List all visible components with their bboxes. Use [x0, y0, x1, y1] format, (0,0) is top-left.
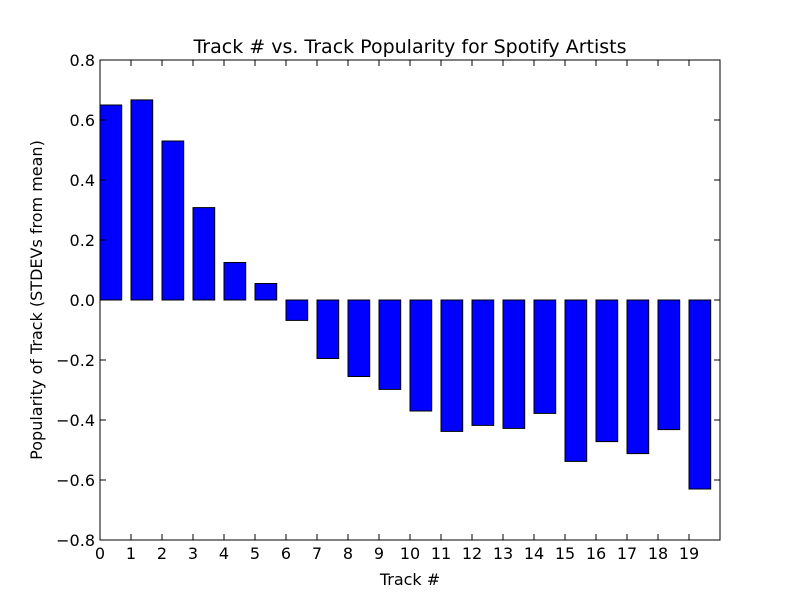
- bar-track-1: [130, 99, 154, 301]
- y-tick-label: 0.2: [70, 231, 95, 250]
- y-tick-label: 0.6: [70, 111, 95, 130]
- x-tick-label: 8: [343, 544, 353, 563]
- y-axis-label: Popularity of Track (STDEVs from mean): [27, 140, 46, 460]
- bar-track-0: [99, 104, 123, 301]
- bar-track-15: [564, 299, 588, 462]
- x-tick-label: 12: [462, 544, 482, 563]
- bar-track-5: [254, 283, 278, 301]
- x-tick-label: 11: [431, 544, 451, 563]
- bar-track-13: [502, 299, 526, 429]
- x-tick-label: 1: [126, 544, 136, 563]
- x-axis-label: Track #: [379, 570, 440, 589]
- y-tick-label: −0.2: [56, 351, 95, 370]
- x-tick-label: 13: [493, 544, 513, 563]
- bar-track-19: [688, 299, 712, 490]
- y-tick-label: −0.8: [56, 531, 95, 550]
- x-tick-label: 5: [250, 544, 260, 563]
- x-tick-label: 4: [219, 544, 229, 563]
- bar-track-8: [347, 299, 371, 377]
- x-tick-label: 14: [524, 544, 544, 563]
- bar-track-18: [657, 299, 681, 431]
- y-tick-label: 0.8: [70, 51, 95, 70]
- x-tick-label: 0: [95, 544, 105, 563]
- bar-track-3: [192, 207, 216, 301]
- x-tick-label: 18: [648, 544, 668, 563]
- bar-track-4: [223, 262, 247, 301]
- x-axis-ticks: 0 1 2 3 4 5 6 7 8 9 10 11 12 13 14 15 16 17 18 19: [95, 60, 699, 563]
- x-tick-label: 10: [400, 544, 420, 563]
- x-tick-label: 2: [157, 544, 167, 563]
- y-tick-label: −0.6: [56, 471, 95, 490]
- bar-track-10: [409, 299, 433, 412]
- bar-track-16: [595, 299, 619, 443]
- x-tick-label: 15: [555, 544, 575, 563]
- bar-track-6: [285, 299, 309, 321]
- bar-track-2: [161, 140, 185, 301]
- chart-title: Track # vs. Track Popularity for Spotify…: [192, 36, 626, 58]
- x-tick-label: 16: [586, 544, 606, 563]
- bar-track-7: [316, 299, 340, 359]
- y-tick-label: 0.0: [70, 291, 95, 310]
- bar-track-17: [626, 299, 650, 455]
- bars-group: [99, 99, 712, 490]
- x-tick-label: 3: [188, 544, 198, 563]
- x-tick-label: 6: [281, 544, 291, 563]
- x-tick-label: 19: [679, 544, 699, 563]
- x-tick-label: 9: [374, 544, 384, 563]
- x-tick-label: 7: [312, 544, 322, 563]
- bar-track-11: [440, 299, 464, 432]
- bar-track-9: [378, 299, 402, 390]
- y-tick-label: 0.4: [70, 171, 95, 190]
- bar-track-12: [471, 299, 495, 426]
- y-tick-label: −0.4: [56, 411, 95, 430]
- x-tick-label: 17: [617, 544, 637, 563]
- y-axis-ticks: −0.8 −0.6 −0.4 −0.2 0.0 0.2 0.4 0.6 0.8: [56, 51, 720, 550]
- bar-track-14: [533, 299, 557, 414]
